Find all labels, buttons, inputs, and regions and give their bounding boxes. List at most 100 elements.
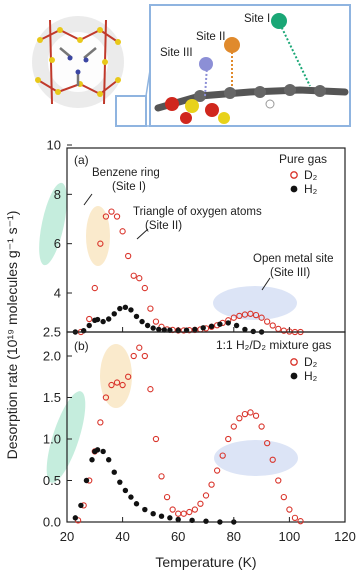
panel-a-d2-point <box>125 252 132 260</box>
panel-b-h2-point <box>142 506 148 513</box>
panel-b-d2-point <box>152 435 160 443</box>
x-tick-label: 100 <box>279 529 301 544</box>
panel-a-h2-point <box>150 325 156 331</box>
panel-a-d2-point <box>147 305 154 312</box>
panel-b-d2-point <box>113 379 121 386</box>
panel-b-h2-point <box>189 517 195 524</box>
panel-b-h2-point <box>89 457 95 463</box>
panel-a-legend-d2-marker <box>290 171 298 179</box>
panel-b-d2-point <box>130 352 137 360</box>
panel-b-legend-d2-marker <box>290 358 298 366</box>
highlight-site-I-b <box>46 391 86 483</box>
panel-a-h2-point <box>144 322 151 329</box>
panel-b-points <box>72 344 304 525</box>
y-tick-label: 0.5 <box>43 473 61 488</box>
x-tick-label: 40 <box>115 529 129 544</box>
panel-b-d2-point <box>169 506 176 513</box>
y-axis-title: Desorption rate (10¹⁹ molecules g⁻¹ s⁻¹) <box>4 211 20 460</box>
panel-b-d2-point <box>275 477 282 484</box>
linker-illustration <box>154 84 349 124</box>
annotation-open-metal: Open metal site <box>253 253 334 265</box>
site-I-marker <box>271 13 287 29</box>
panel-b-d2-point <box>264 439 271 447</box>
panel-b-d2-point <box>230 423 237 430</box>
panel-a-d2-point <box>97 240 104 247</box>
panel-a-legend-h2-marker <box>290 185 298 193</box>
panel-a-h2-point <box>192 326 198 333</box>
panel-a-h2-point <box>161 327 167 333</box>
site-I-label: Site I <box>244 13 270 25</box>
y-tick-label: 4 <box>54 286 61 301</box>
panel-a-h2-point <box>100 318 106 325</box>
panel-b-h2-point <box>217 519 223 525</box>
panel-a-d2-point <box>130 272 137 279</box>
panel-b-d2-point <box>141 352 148 360</box>
panel-b-d2-point <box>297 518 304 525</box>
panel-b-legend-title: 1:1 H₂/D₂ mixture gas <box>216 338 331 352</box>
panel-a-h2-point <box>111 311 117 317</box>
panel-a-h2-point <box>225 320 231 326</box>
highlight-site-III-b <box>214 440 298 476</box>
panel-a-d2-point <box>152 318 160 325</box>
panel-a-h2-point <box>117 305 123 312</box>
panel-a-legend-title: Pure gas <box>279 152 327 166</box>
panel-b-d2-point <box>102 394 110 401</box>
panel-b-d2-point <box>186 508 193 516</box>
annotation-triangle: Triangle of oxygen atoms <box>133 206 262 218</box>
panel-a-h2-point <box>208 323 215 329</box>
panel-b-d2-point <box>291 514 299 521</box>
panel-a-h2-point <box>128 307 134 313</box>
zoom-panel <box>149 4 351 127</box>
panel-a-h2-point <box>217 321 223 327</box>
panel-b-tag: (b) <box>74 339 89 353</box>
annotation-site-I: (Site I) <box>112 181 146 193</box>
y-tick-label: 10 <box>47 138 61 153</box>
x-tick-label: 80 <box>227 529 241 544</box>
y-tick-label: 2.5 <box>43 325 61 340</box>
panel-b-d2-point <box>208 481 215 488</box>
y-tick-label: 6 <box>54 236 61 251</box>
panel-b-h2-point <box>117 479 123 485</box>
panel-a-y-ticks: 2.5 4 6 8 10 <box>43 138 72 340</box>
y-tick-label: 1.0 <box>43 432 61 447</box>
panel-b-d2-point <box>286 506 293 513</box>
panel-a-d2-point <box>102 213 110 220</box>
panel-b-h2-point <box>94 447 101 453</box>
panel-a-h2-point <box>139 318 145 325</box>
y-tick-label: 8 <box>54 187 61 202</box>
annotation-benzene: Benzene ring <box>92 167 160 179</box>
panel-a-d2-point <box>264 318 271 325</box>
panel-b-d2-point <box>202 492 210 499</box>
annotation-site-II: (Site II) <box>145 220 182 232</box>
panel-a-legend-h2-label: H₂ <box>304 182 318 196</box>
panel-a-h2-point <box>156 326 162 333</box>
x-tick-label: 20 <box>60 529 74 544</box>
highlight-site-I-a <box>39 182 67 266</box>
panel-b-h2-point <box>158 513 165 519</box>
panel-a-d2-point <box>269 322 276 329</box>
panel-b-h2-point <box>122 487 129 494</box>
panel-b-legend-h2-label: H₂ <box>304 369 318 383</box>
panel-a-h2-point <box>200 325 206 331</box>
panel-b-h2-point <box>133 501 140 507</box>
panel-a-d2-point <box>236 312 243 320</box>
panel-b: 0.0 0.5 1.0 1.5 2.0 (b) 1:1 H₂/D₂ mixture ga… <box>43 331 346 530</box>
panel-b-h2-point <box>203 518 209 524</box>
panel-a-d2-point <box>119 228 126 235</box>
y-tick-label: 0.0 <box>43 515 61 530</box>
panel-a-d2-point <box>136 275 143 282</box>
panel-b-d2-point <box>125 373 132 380</box>
panel-a-h2-point <box>242 326 248 333</box>
site-III-marker <box>199 57 213 71</box>
panel-b-d2-point <box>175 510 182 517</box>
panel-a-d2-point <box>230 314 237 321</box>
panel-a-h2-point <box>133 313 140 320</box>
panel-b-d2-point <box>158 473 165 480</box>
panel-b-h2-point <box>111 469 117 475</box>
x-axis-title: Temperature (K) <box>155 554 256 570</box>
zoom-source-box <box>115 95 147 127</box>
panel-b-d2-point <box>97 419 104 426</box>
panel-b-d2-point <box>225 435 232 443</box>
panel-b-d2-point <box>147 386 154 393</box>
